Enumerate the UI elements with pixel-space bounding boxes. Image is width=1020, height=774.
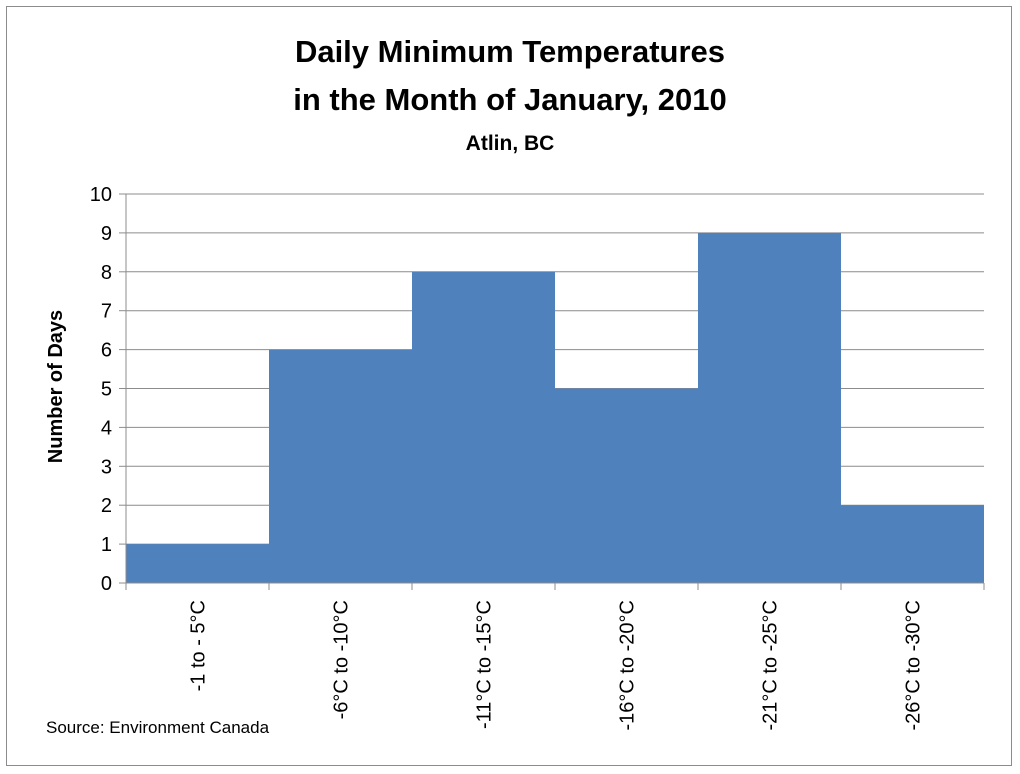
- x-tick-label: -21°C to -25°C: [760, 600, 782, 731]
- chart-title: Daily Minimum Temperatures: [294, 34, 726, 69]
- chart-subtitle: Atlin, BC: [465, 132, 555, 155]
- chart-title-line2: in the Month of January, 2010: [293, 82, 727, 117]
- y-tick-label: 9: [101, 223, 112, 245]
- x-tick-label: -1 to - 5°C: [188, 600, 210, 691]
- bar: [555, 388, 698, 583]
- y-tick-label: 2: [101, 495, 112, 517]
- x-tick-label: -6°C to -10°C: [331, 600, 353, 719]
- y-tick-label: 8: [101, 262, 112, 284]
- y-axis-title: Number of Days: [45, 310, 67, 463]
- bar: [269, 349, 412, 583]
- y-tick-label: 1: [101, 534, 112, 556]
- bar: [412, 271, 555, 583]
- source-note: Source: Environment Canada: [46, 718, 270, 737]
- y-tick-label: 10: [90, 184, 112, 206]
- y-tick-label: 3: [101, 456, 112, 478]
- y-tick-label: 6: [101, 340, 112, 362]
- bar: [698, 232, 841, 583]
- y-tick-label: 5: [101, 379, 112, 401]
- bar: [841, 505, 984, 583]
- bar: [126, 544, 269, 583]
- y-tick-label: 7: [101, 301, 112, 323]
- x-tick-label: -11°C to -15°C: [474, 600, 496, 729]
- x-tick-label: -16°C to -20°C: [617, 600, 639, 731]
- x-tick-label: -26°C to -30°C: [903, 600, 925, 731]
- y-tick-label: 0: [101, 573, 112, 595]
- y-tick-label: 4: [101, 417, 112, 439]
